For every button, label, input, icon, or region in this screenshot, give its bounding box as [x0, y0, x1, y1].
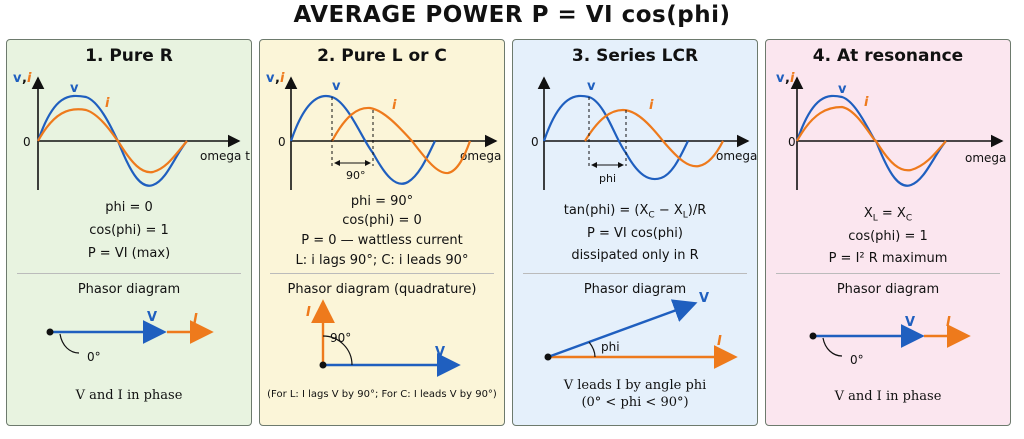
- i-phasor-label: I: [717, 334, 722, 349]
- phasor-diagram-label: Phasor diagram: [583, 282, 687, 297]
- phasor-note: (For L: I lags V by 90°; For C: I leads …: [267, 389, 497, 400]
- v-wave-label: v: [332, 79, 341, 94]
- shift-label: phi: [599, 172, 616, 185]
- v-wave-label: v: [587, 79, 596, 94]
- eq-line-1: tan(phi) = (XC − XL)/R: [563, 203, 707, 221]
- eq-line-1: phi = 0: [105, 200, 153, 215]
- current-wave: [584, 108, 724, 168]
- eq-line-1: XL = XC: [863, 206, 913, 224]
- eq-line-1: phi = 90°: [350, 194, 414, 209]
- panel-title: 4. At resonance: [812, 46, 964, 66]
- panel-series-lcr: 3. Series LCR 0 omega t phi v i tan(phi)…: [512, 39, 758, 426]
- panel-title: 1. Pure R: [85, 46, 173, 66]
- origin-label: 0: [788, 135, 796, 149]
- angle-label: 0°: [850, 353, 864, 367]
- panel-pure-r: 1. Pure R v , i 0 omega t v i phi = 0 co…: [6, 39, 252, 426]
- angle-label: 90°: [330, 331, 351, 345]
- phasor-note: V and I in phase: [834, 389, 942, 404]
- i-phasor-label: I: [306, 305, 311, 320]
- shift-label: 90°: [346, 169, 366, 182]
- phasor-diagram-label: Phasor diagram: [77, 282, 181, 297]
- phasor-note: V and I in phase: [75, 388, 183, 403]
- waveform-graph: v , i 0 omega t v i: [776, 71, 1011, 190]
- axis-v-label: v: [266, 71, 275, 86]
- phasor-note-2: (0° < phi < 90°): [581, 395, 689, 410]
- i-phasor-label: I: [193, 312, 198, 327]
- current-wave: [37, 108, 188, 174]
- i-phasor-label: I: [946, 315, 951, 330]
- i-wave-label: i: [864, 95, 869, 110]
- origin-dot: [809, 332, 817, 340]
- omega-label: omega t: [716, 149, 758, 163]
- origin-label: 0: [531, 135, 539, 149]
- panel-title: 3. Series LCR: [571, 46, 699, 66]
- phasor-diagram-label: Phasor diagram: [836, 282, 940, 297]
- axis-i-label: i: [280, 71, 285, 86]
- page-title: AVERAGE POWER P = VI cos(phi): [293, 2, 731, 28]
- current-wave: [796, 105, 947, 172]
- i-wave-label: i: [105, 96, 110, 111]
- angle-arc: [822, 337, 843, 357]
- eq-line-2: cos(phi) = 1: [848, 229, 928, 244]
- current-wave: [331, 106, 472, 175]
- axis-i-label: i: [27, 71, 32, 86]
- waveform-graph: 0 omega t phi v i: [531, 76, 758, 190]
- origin-dot: [319, 361, 327, 369]
- v-phasor-label: V: [147, 310, 157, 325]
- angle-label: phi: [601, 340, 620, 354]
- origin-label: 0: [278, 135, 286, 149]
- phasor-diagram: phi V I: [544, 291, 738, 369]
- eq-line-3: P = VI (max): [87, 246, 171, 261]
- eq-line-3: P = 0 — wattless current: [301, 233, 463, 248]
- divider: [523, 273, 747, 274]
- divider: [270, 273, 494, 274]
- origin-label: 0: [23, 135, 31, 149]
- eq-line-3: dissipated only in R: [571, 248, 699, 263]
- divider: [776, 273, 1000, 274]
- origin-dot: [46, 328, 54, 336]
- axis-comma: ,: [22, 71, 27, 86]
- axis-comma: ,: [785, 71, 790, 86]
- axis-v-label: v: [13, 71, 22, 86]
- phasor-note: V leads I by angle phi: [563, 378, 707, 393]
- omega-label: omega t: [965, 151, 1011, 165]
- phasor-diagram-label: Phasor diagram (quadrature): [287, 282, 477, 297]
- phasor-diagram: 90° V I: [306, 299, 461, 377]
- eq-line-4: L: i lags 90°; C: i leads 90°: [295, 253, 469, 268]
- axis-comma: ,: [275, 71, 280, 86]
- origin-dot: [544, 353, 552, 361]
- eq-line-2: cos(phi) = 1: [89, 223, 169, 238]
- omega-label: omega t: [460, 149, 505, 163]
- panel-pure-l-or-c: 2. Pure L or C v , i 0 omega t 90° v i p…: [259, 39, 505, 426]
- v-phasor-label: V: [435, 345, 445, 360]
- angle-arc: [588, 341, 596, 358]
- panel-title: 2. Pure L or C: [317, 46, 447, 66]
- v-phasor-label: V: [699, 291, 709, 306]
- v-phasor: [547, 299, 698, 359]
- waveform-graph: v , i 0 omega t 90° v i: [266, 71, 505, 190]
- phasor-diagram: 0° V I: [809, 315, 971, 367]
- i-wave-label: i: [392, 98, 397, 113]
- angle-arc: [322, 335, 353, 366]
- omega-label: omega t: [200, 149, 250, 163]
- v-wave-label: v: [70, 81, 79, 96]
- axis-i-label: i: [790, 71, 795, 86]
- waveform-graph: v , i 0 omega t v i: [13, 71, 250, 190]
- v-phasor-label: V: [905, 315, 915, 330]
- eq-line-2: P = VI cos(phi): [587, 226, 683, 241]
- axis-v-label: v: [776, 71, 785, 86]
- angle-arc: [59, 333, 80, 354]
- i-wave-label: i: [649, 98, 654, 113]
- panel-at-resonance: 4. At resonance v , i 0 omega t v i XL =…: [765, 39, 1011, 426]
- eq-line-3: P = I² R maximum: [828, 251, 948, 266]
- eq-line-2: cos(phi) = 0: [342, 213, 422, 228]
- angle-label: 0°: [87, 350, 101, 364]
- divider: [17, 273, 241, 274]
- phasor-diagram: 0° V I: [46, 310, 214, 364]
- v-wave-label: v: [838, 82, 847, 97]
